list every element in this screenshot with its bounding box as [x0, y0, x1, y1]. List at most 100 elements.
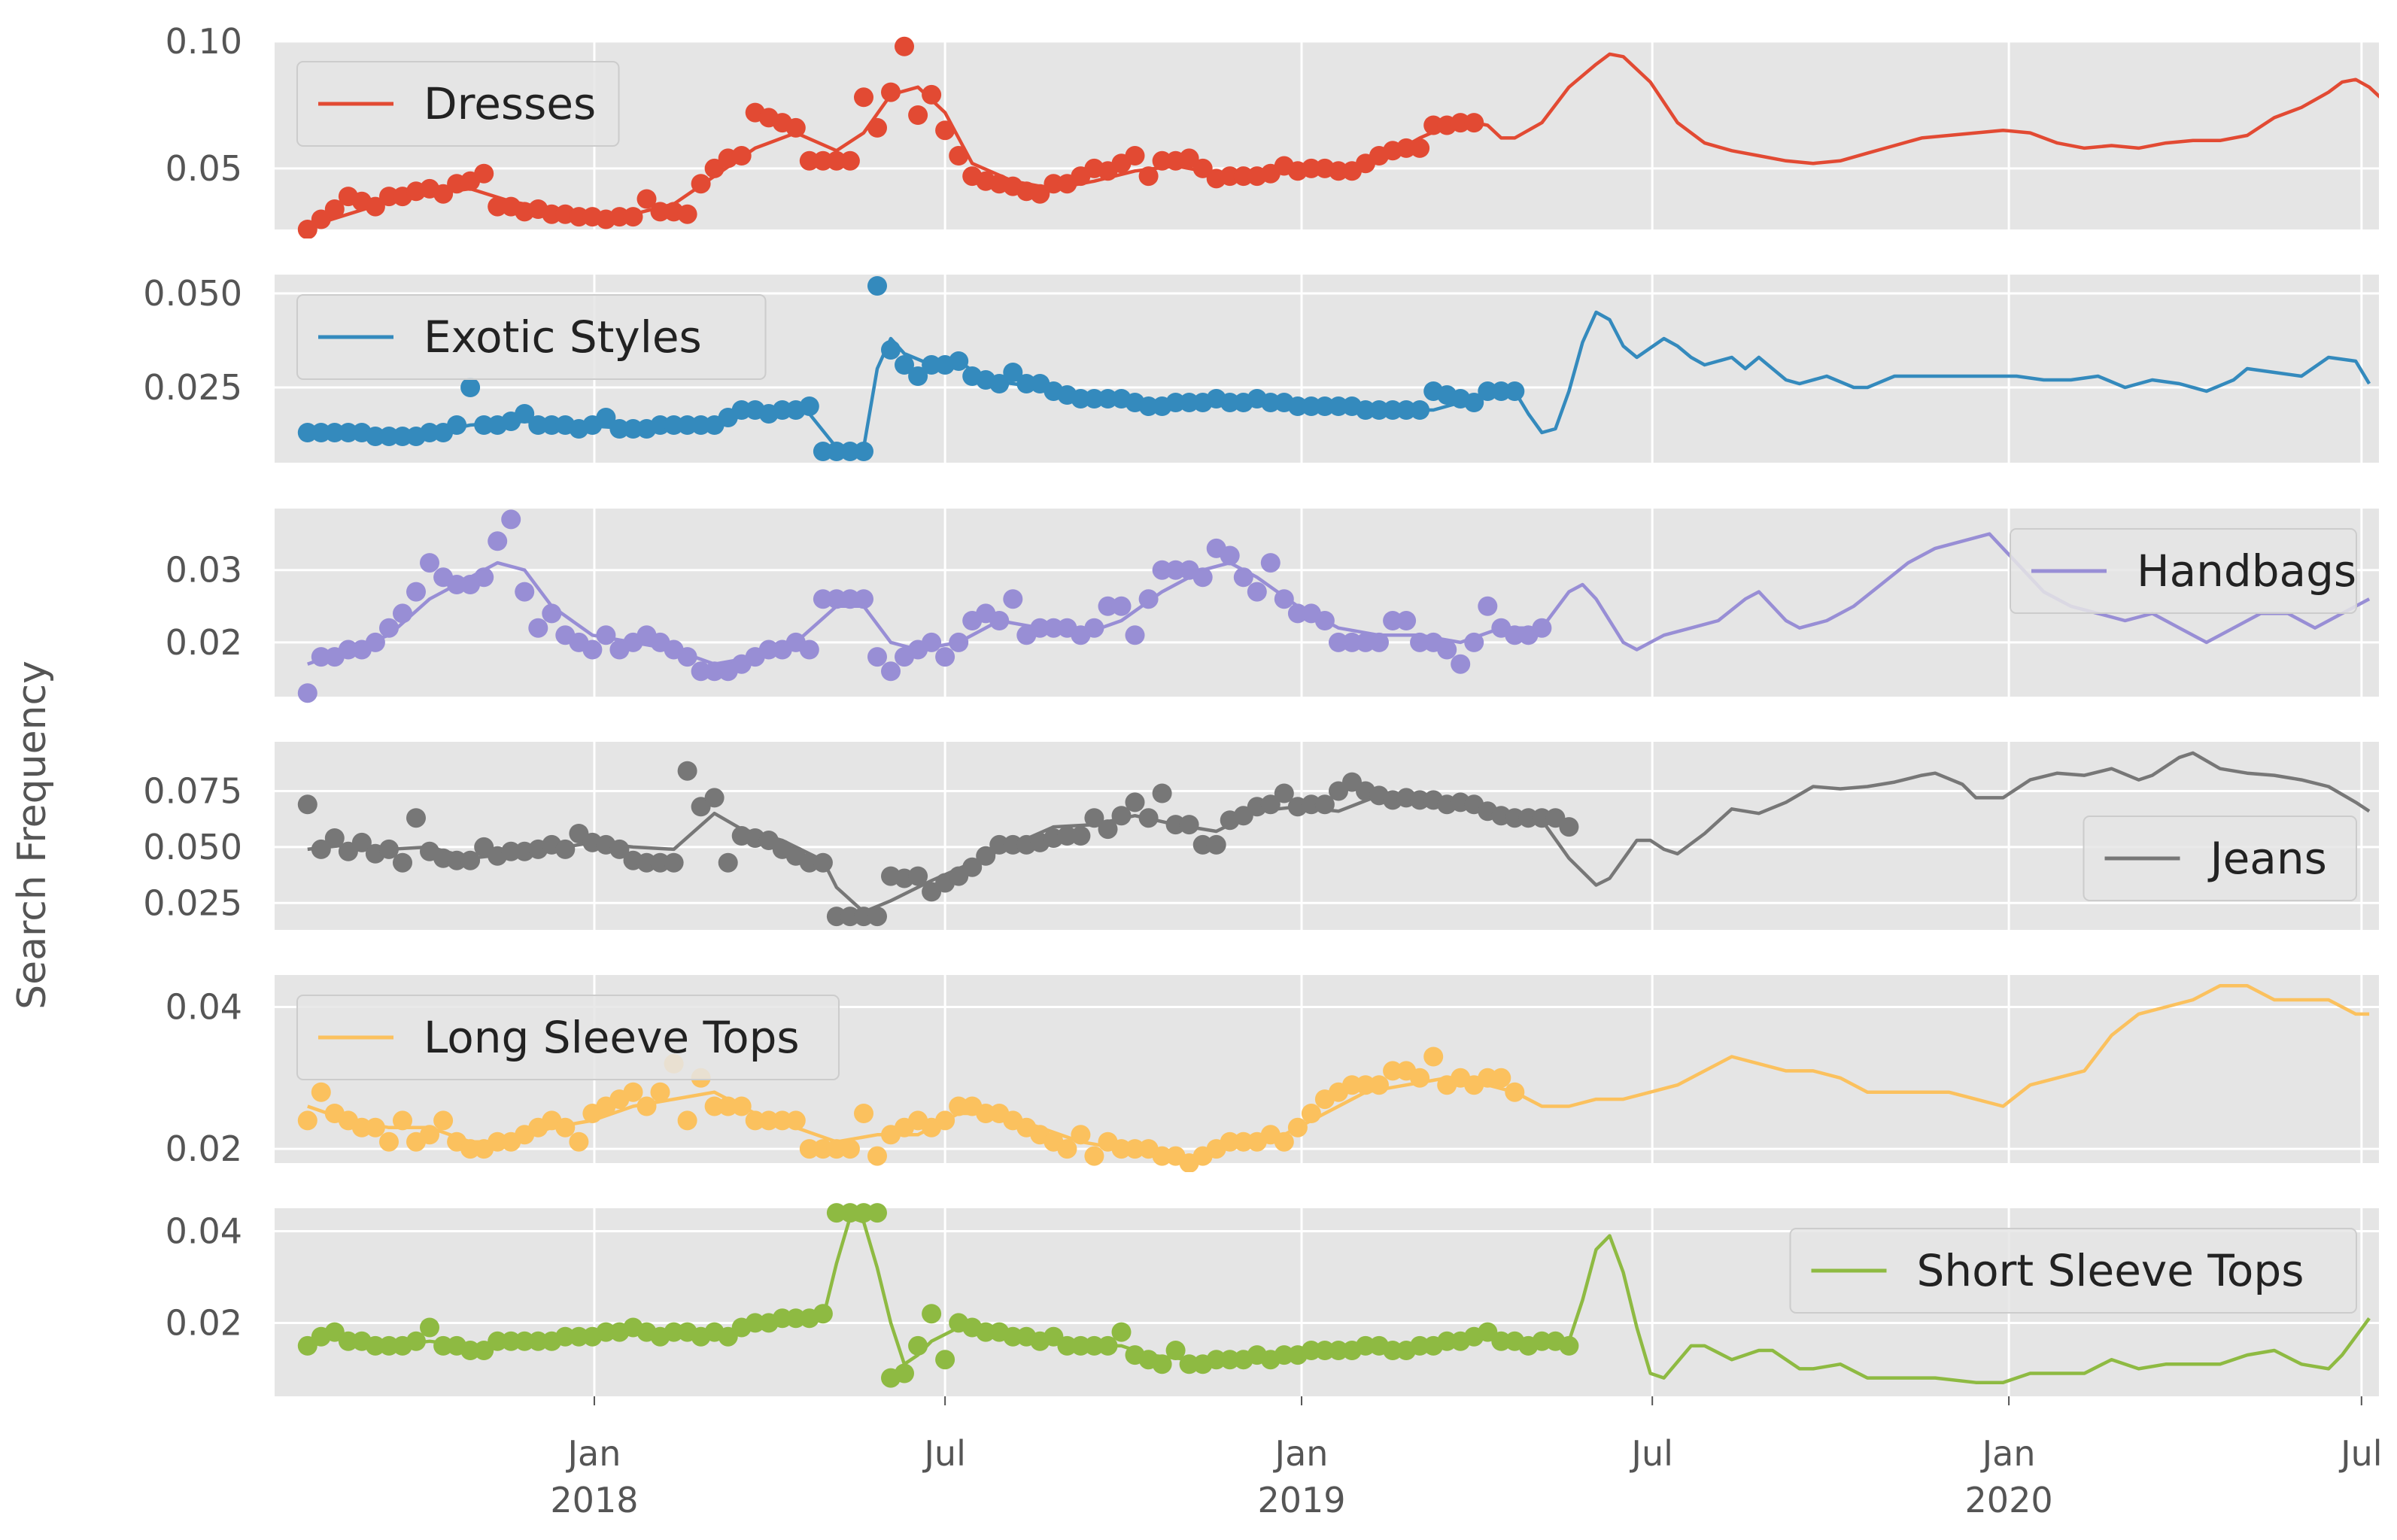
data-point [420, 1125, 439, 1145]
data-point [1152, 783, 1172, 803]
data-point [826, 907, 846, 927]
x-tick-label: Jan [1980, 1433, 2036, 1474]
data-point [949, 146, 969, 166]
data-point [1518, 808, 1539, 828]
y-tick-label: 0.04 [166, 986, 242, 1027]
y-tick-label: 0.025 [143, 882, 242, 923]
data-point [1356, 400, 1375, 420]
data-point [447, 415, 467, 435]
data-point [1179, 148, 1199, 169]
data-point [867, 1146, 887, 1166]
data-point [840, 589, 860, 609]
data-point [1423, 115, 1444, 135]
data-point [691, 415, 711, 435]
data-point [1491, 381, 1511, 401]
data-point [1206, 1350, 1226, 1370]
legend: Handbags [2010, 528, 2357, 614]
data-point [528, 618, 548, 638]
data-point [365, 1117, 385, 1138]
data-point [785, 1110, 806, 1131]
data-point [1329, 632, 1348, 652]
y-tick-label: 0.025 [143, 367, 242, 408]
data-point [677, 761, 697, 781]
data-point [1383, 1341, 1403, 1360]
data-point [1192, 158, 1213, 178]
data-point [379, 187, 399, 207]
data-point [895, 36, 914, 56]
x-tick-label: Jan [1273, 1433, 1329, 1474]
data-point [908, 866, 928, 886]
data-point [1111, 806, 1132, 826]
legend: Long Sleeve Tops [296, 995, 840, 1080]
data-point [1437, 639, 1457, 660]
data-point [1165, 393, 1186, 412]
data-point [826, 1203, 846, 1223]
data-point [1301, 1341, 1321, 1360]
data-point [379, 839, 399, 859]
panel-exotic-styles: 0.025 0.050 Exotic Styles [143, 273, 2379, 463]
data-point [949, 351, 969, 371]
data-point [935, 1110, 955, 1131]
data-point [1491, 1068, 1511, 1088]
legend-box [296, 294, 767, 380]
data-point [1356, 1335, 1375, 1356]
data-point [1165, 560, 1186, 580]
data-point [826, 1139, 846, 1159]
data-point [1192, 567, 1213, 588]
data-point [596, 1322, 616, 1342]
data-point [1301, 1104, 1321, 1123]
x-axis: Jan 2018 Jul Jan 2019 Jul Jan 2020 Jul [550, 1396, 2383, 1520]
data-point [1233, 166, 1253, 187]
data-point [854, 442, 873, 461]
data-point [813, 852, 833, 873]
data-point [758, 639, 779, 660]
data-point [569, 1131, 589, 1152]
data-point [881, 661, 901, 682]
data-point [1396, 138, 1417, 158]
series-line [307, 52, 2379, 229]
data-point [1057, 1139, 1077, 1159]
data-point [1383, 400, 1403, 420]
data-point [813, 1304, 833, 1324]
panel-jeans: 0.025 0.050 0.075 Jeans [143, 742, 2379, 930]
data-point [731, 1096, 752, 1116]
data-point [1356, 1075, 1375, 1095]
data-point [393, 427, 412, 446]
data-point [488, 1131, 508, 1152]
data-point [1287, 396, 1308, 416]
data-point [854, 87, 873, 108]
data-point [1451, 654, 1471, 674]
data-point [393, 603, 412, 624]
data-point [1220, 545, 1240, 566]
data-point [311, 1082, 331, 1102]
data-point [908, 366, 928, 386]
data-point [460, 1139, 481, 1159]
data-point [488, 531, 508, 551]
legend: Dresses [296, 61, 620, 147]
data-point [1342, 1075, 1362, 1095]
legend-box [2083, 816, 2357, 901]
data-point [324, 423, 345, 442]
data-point [1464, 113, 1484, 133]
data-point [365, 427, 385, 446]
plot-background [275, 41, 2379, 229]
data-point [324, 828, 345, 848]
data-point [596, 408, 616, 427]
data-point [365, 196, 385, 217]
data-point [840, 442, 860, 461]
plot-background [275, 742, 2379, 930]
data-point [1125, 1139, 1145, 1159]
data-point [1233, 1131, 1253, 1152]
data-point [406, 808, 426, 828]
data-point [1410, 790, 1430, 810]
data-point [1369, 400, 1389, 420]
data-point [922, 1304, 942, 1324]
data-point [1274, 783, 1294, 803]
y-tick-label: 0.02 [166, 622, 242, 663]
data-point [636, 189, 657, 209]
data-point [772, 400, 792, 420]
data-point [1152, 150, 1172, 171]
data-point [1410, 632, 1430, 652]
data-point [677, 1110, 697, 1131]
x-tick-year-label: 2018 [550, 1480, 638, 1520]
